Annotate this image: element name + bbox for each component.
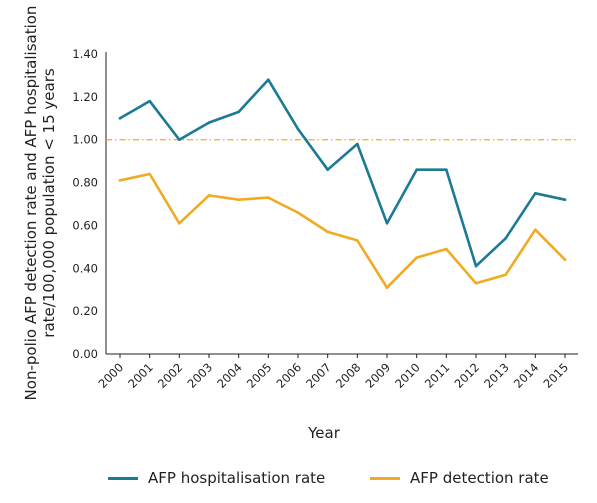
x-tick-label: 2013 bbox=[481, 360, 512, 391]
y-tick-label: 0.20 bbox=[72, 304, 98, 318]
point-hospitalisation bbox=[326, 168, 329, 172]
point-detection bbox=[267, 196, 270, 199]
x-tick-label: 2010 bbox=[392, 360, 423, 391]
point-detection bbox=[445, 247, 448, 251]
point-hospitalisation bbox=[267, 78, 270, 82]
x-tick-label: 2004 bbox=[214, 360, 245, 391]
x-tick-label: 2008 bbox=[333, 360, 364, 391]
point-detection bbox=[385, 286, 389, 289]
x-tick-label: 2001 bbox=[125, 360, 156, 391]
x-tick-label: 2005 bbox=[244, 360, 275, 391]
point-detection bbox=[504, 273, 507, 277]
point-hospitalisation bbox=[118, 116, 122, 120]
series-line-hospitalisation bbox=[118, 78, 567, 268]
x-tick-label: 2015 bbox=[541, 360, 572, 391]
point-detection bbox=[474, 281, 478, 285]
point-hospitalisation bbox=[385, 221, 389, 225]
point-hospitalisation bbox=[237, 110, 240, 114]
point-detection bbox=[563, 258, 567, 262]
legend-label-hospitalisation: AFP hospitalisation rate bbox=[148, 469, 326, 487]
point-detection bbox=[296, 211, 300, 214]
series-line-detection bbox=[118, 172, 567, 289]
point-hospitalisation bbox=[474, 264, 478, 268]
y-axis-ticks: 0.00 0.20 0.40 0.60 0.80 1.00 1.20 1.40 bbox=[72, 47, 98, 361]
x-tick-label: 2007 bbox=[303, 360, 334, 391]
point-hospitalisation bbox=[296, 127, 300, 131]
x-tick-label: 2000 bbox=[96, 360, 127, 391]
y-tick-label: 0.40 bbox=[72, 261, 98, 275]
y-tick-label: 1.20 bbox=[72, 90, 98, 104]
point-detection bbox=[118, 179, 122, 182]
x-tick-label: 2011 bbox=[422, 360, 453, 391]
x-tick-label: 2006 bbox=[274, 360, 305, 391]
legend-item-hospitalisation: AFP hospitalisation rate bbox=[108, 464, 325, 492]
point-hospitalisation bbox=[356, 142, 359, 146]
y-tick-label: 0.00 bbox=[72, 347, 98, 361]
x-tick-label: 2002 bbox=[155, 360, 186, 391]
x-tick-label: 2003 bbox=[185, 360, 216, 391]
point-detection bbox=[178, 221, 181, 225]
y-axis-title-line-1: Non-polio AFP detection rate and AFP hos… bbox=[22, 6, 40, 401]
point-hospitalisation bbox=[207, 121, 211, 124]
y-tick-label: 0.60 bbox=[72, 218, 98, 232]
chart-legend: AFP hospitalisation rate AFP detection r… bbox=[0, 464, 597, 492]
point-detection bbox=[415, 256, 418, 259]
legend-label-detection: AFP detection rate bbox=[410, 469, 549, 487]
x-tick-label: 2014 bbox=[511, 360, 542, 391]
x-axis-ticks: 2000 2001 2002 2003 2004 2005 2006 2007 2008 2009… bbox=[96, 354, 572, 391]
point-detection bbox=[207, 194, 211, 197]
legend-item-detection: AFP detection rate bbox=[370, 464, 549, 492]
y-tick-label: 0.80 bbox=[72, 176, 98, 190]
point-hospitalisation bbox=[178, 138, 181, 142]
y-axis-title-line-2: rate/100,000 population < 15 years bbox=[40, 68, 58, 338]
series-layer bbox=[118, 78, 567, 289]
point-detection bbox=[326, 230, 329, 234]
point-detection bbox=[148, 172, 151, 176]
point-hospitalisation bbox=[504, 236, 507, 240]
point-hospitalisation bbox=[415, 168, 418, 172]
x-tick-label: 2009 bbox=[363, 360, 394, 391]
legend-swatch-hospitalisation bbox=[108, 476, 138, 480]
point-hospitalisation bbox=[563, 198, 567, 202]
point-hospitalisation bbox=[148, 99, 151, 103]
point-detection bbox=[237, 198, 240, 202]
legend-swatch-detection bbox=[370, 476, 400, 480]
y-tick-label: 1.00 bbox=[72, 133, 98, 147]
x-axis-title: Year bbox=[307, 424, 341, 442]
x-tick-label: 2012 bbox=[452, 360, 483, 391]
point-detection bbox=[534, 228, 537, 232]
point-hospitalisation bbox=[534, 191, 537, 195]
point-detection bbox=[356, 239, 359, 242]
point-hospitalisation bbox=[445, 168, 448, 172]
y-tick-label: 1.40 bbox=[72, 47, 98, 61]
